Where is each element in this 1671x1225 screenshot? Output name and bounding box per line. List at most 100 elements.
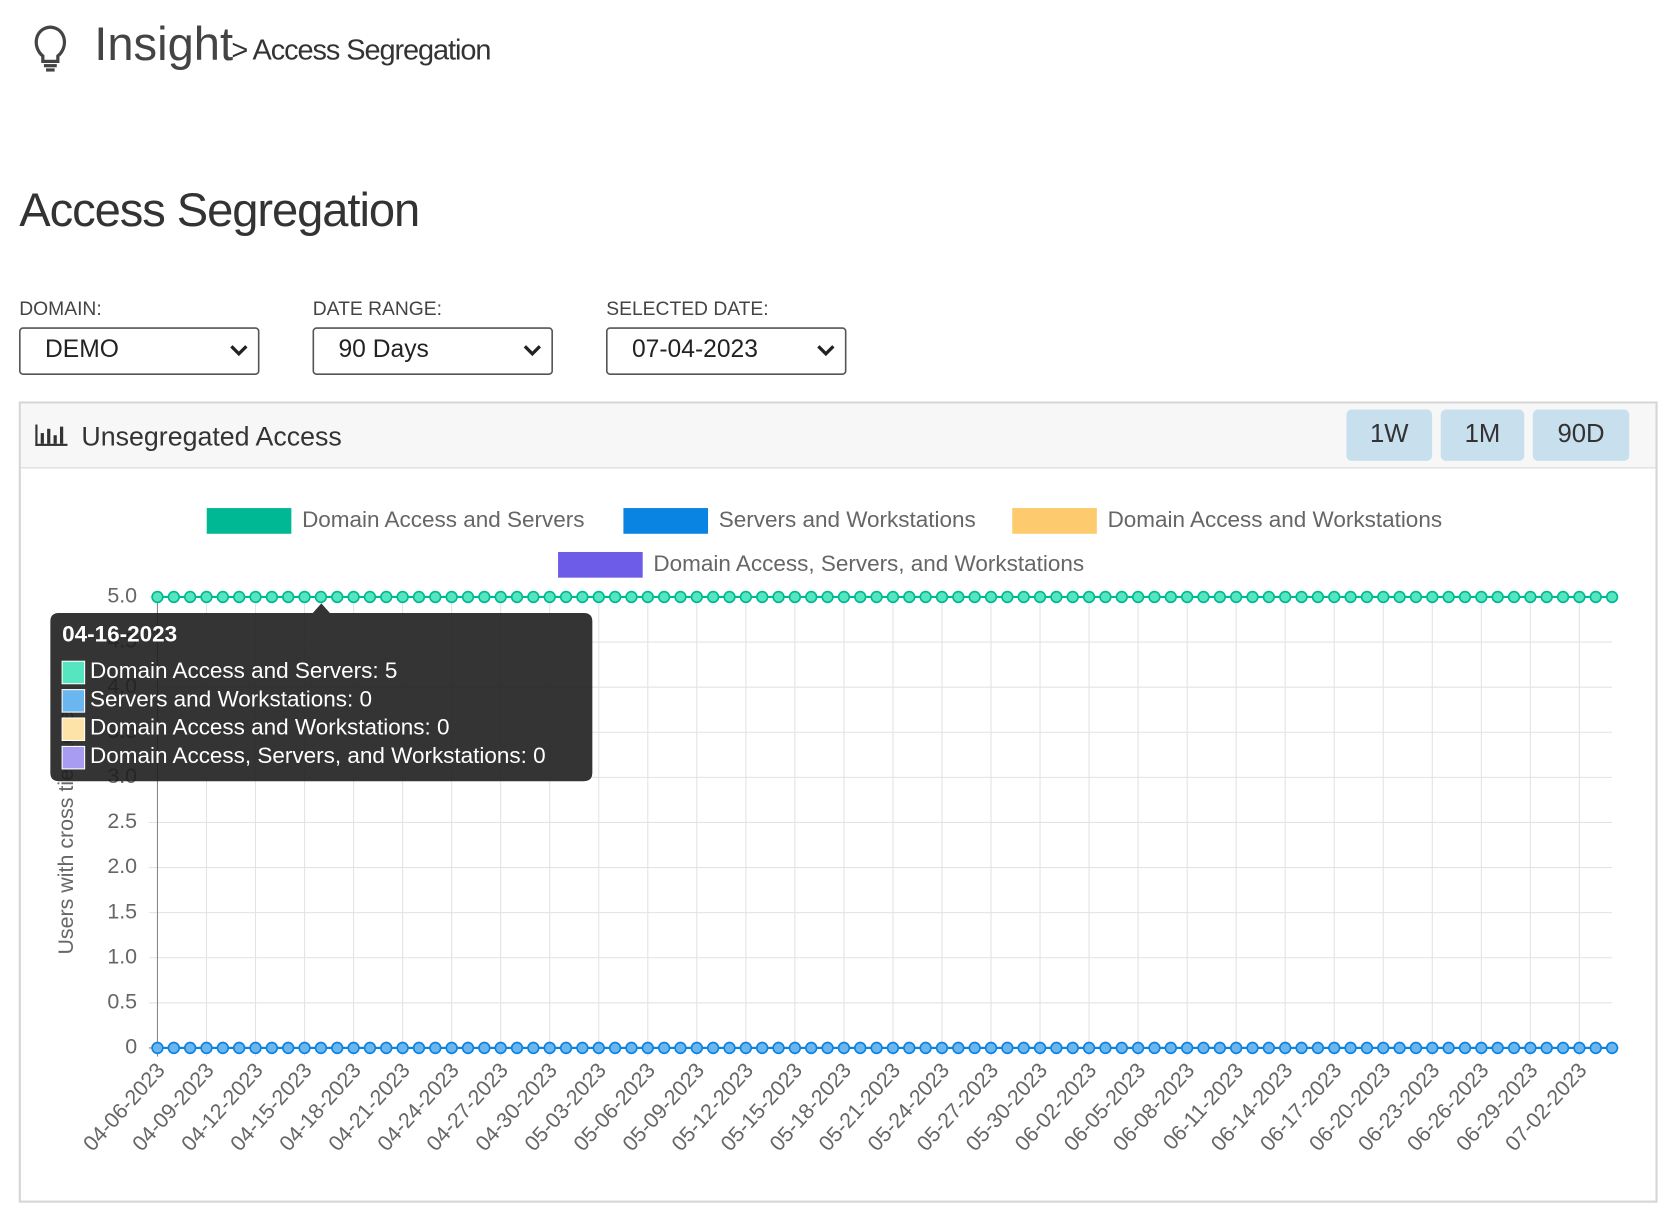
select-value[interactable]: 90 Days [338,336,428,363]
point [1442,1041,1455,1055]
app-name: Insight [94,17,233,70]
point [1262,1041,1276,1055]
chart-icon [35,424,68,446]
point [1458,1041,1472,1055]
point [1426,590,1439,604]
point [1082,1041,1096,1055]
filter-label: DOMAIN: [19,299,101,320]
point [265,1041,279,1055]
tooltip-title: 04-16-2023 [62,621,177,646]
select-box[interactable] [19,327,260,375]
point [1115,590,1128,604]
range-button-label[interactable]: 1W [1370,420,1409,448]
point [984,1041,998,1055]
point [1491,590,1504,604]
point [772,590,785,604]
point [1393,590,1406,604]
chevron[interactable] [523,345,541,357]
point [1213,590,1226,604]
legend-swatch [1012,508,1097,534]
select[interactable]: DEMO [19,327,260,375]
point [592,1041,605,1055]
point [608,1041,622,1055]
select[interactable]: 90 Days [312,327,553,375]
point [1524,1041,1537,1055]
select[interactable]: 07-04-2023 [606,327,847,375]
point [1589,590,1602,604]
point [412,1041,426,1055]
point [739,590,753,604]
point [1524,590,1537,604]
point [723,1041,736,1055]
legend-label: Domain Access and Servers [302,507,584,532]
point [1001,590,1014,604]
point [1180,590,1194,604]
point [461,1041,475,1055]
point [1573,1041,1586,1055]
point [1017,590,1030,604]
point [1507,1041,1521,1055]
y-tick-label: 0.5 [107,989,137,1013]
point [952,1041,965,1055]
point [870,1041,883,1055]
point [788,590,802,604]
point [1426,1041,1439,1055]
point [1409,1041,1423,1055]
range-button[interactable] [1532,409,1630,461]
point [886,590,900,604]
point [510,590,524,604]
point [805,1041,818,1055]
point [1246,1041,1259,1055]
tooltip-swatch [61,745,86,770]
point [739,1041,753,1055]
point [968,1041,981,1055]
point [1377,1041,1390,1055]
point [233,1041,246,1055]
point [1197,1041,1210,1055]
point [494,1041,507,1055]
point [1295,1041,1308,1055]
point [347,1041,360,1055]
select-value[interactable]: DEMO [45,336,119,363]
point [461,590,475,604]
point [723,590,736,604]
range-button-label[interactable]: 90D [1557,420,1604,448]
point [1409,590,1423,604]
point [870,590,883,604]
point [1540,590,1553,604]
select-value[interactable]: 07-04-2023 [632,336,758,363]
range-button[interactable] [1440,409,1525,461]
point [347,590,360,604]
chevron[interactable] [817,345,835,357]
point [952,590,965,604]
point [396,1041,409,1055]
point [1328,590,1341,604]
tooltip-item: Servers and Workstations: 0 [90,686,372,711]
point [968,590,981,604]
range-button[interactable] [1346,409,1433,461]
range-button-label[interactable]: 1M [1465,420,1501,448]
point [1556,1041,1570,1055]
point [641,1041,654,1055]
point [1540,1041,1553,1055]
point [1491,1041,1504,1055]
card-title: Unsegregated Access [81,422,341,452]
point [1115,1041,1128,1055]
point [233,590,246,604]
point [1573,590,1586,604]
point [756,590,769,604]
point [1164,590,1177,604]
point [494,590,507,604]
point [412,590,426,604]
point [1082,590,1096,604]
range-buttons: 1W 1M 90D [1346,409,1630,461]
select-box[interactable] [606,327,847,375]
point [1099,590,1112,604]
point [657,590,671,604]
tooltip-item: Domain Access and Servers: 5 [90,658,397,683]
chevron[interactable] [230,345,248,357]
select-box[interactable] [312,327,553,375]
point [1262,590,1276,604]
point [559,590,573,604]
